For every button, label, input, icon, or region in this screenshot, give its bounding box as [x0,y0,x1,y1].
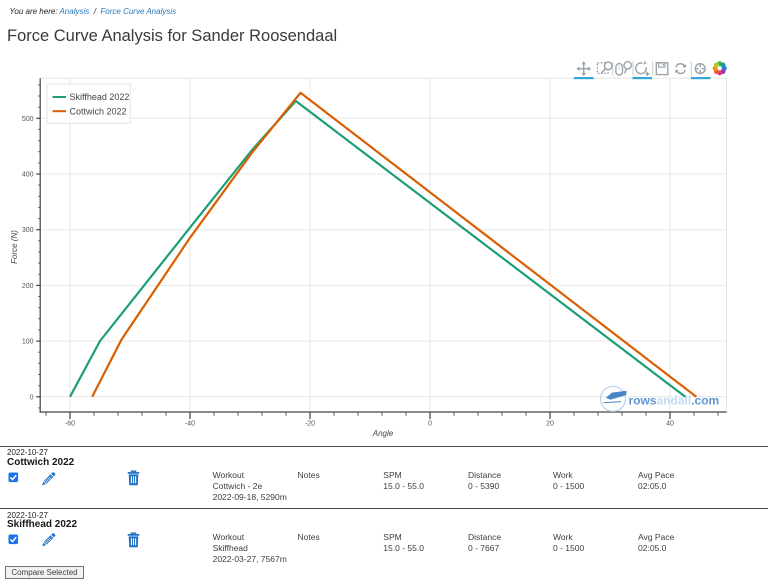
svg-text:Angle: Angle [372,429,394,438]
svg-text:Cottwich 2022: Cottwich 2022 [70,106,127,116]
svg-text:-40: -40 [185,421,195,428]
svg-text:20: 20 [546,421,554,428]
svg-text:100: 100 [22,339,34,346]
svg-text:400: 400 [22,172,34,179]
svg-text:500: 500 [22,116,34,123]
svg-text:Skiffhead 2022: Skiffhead 2022 [70,92,130,102]
svg-text:0: 0 [30,394,34,401]
svg-text:300: 300 [22,227,34,234]
svg-text:0: 0 [428,421,432,428]
svg-text:-60: -60 [65,421,75,428]
svg-text:200: 200 [22,283,34,290]
svg-text:40: 40 [666,421,674,428]
svg-text:-20: -20 [305,421,315,428]
svg-text:Force (N): Force (N) [10,230,19,264]
svg-text:rowsandall.com: rowsandall.com [629,393,720,407]
